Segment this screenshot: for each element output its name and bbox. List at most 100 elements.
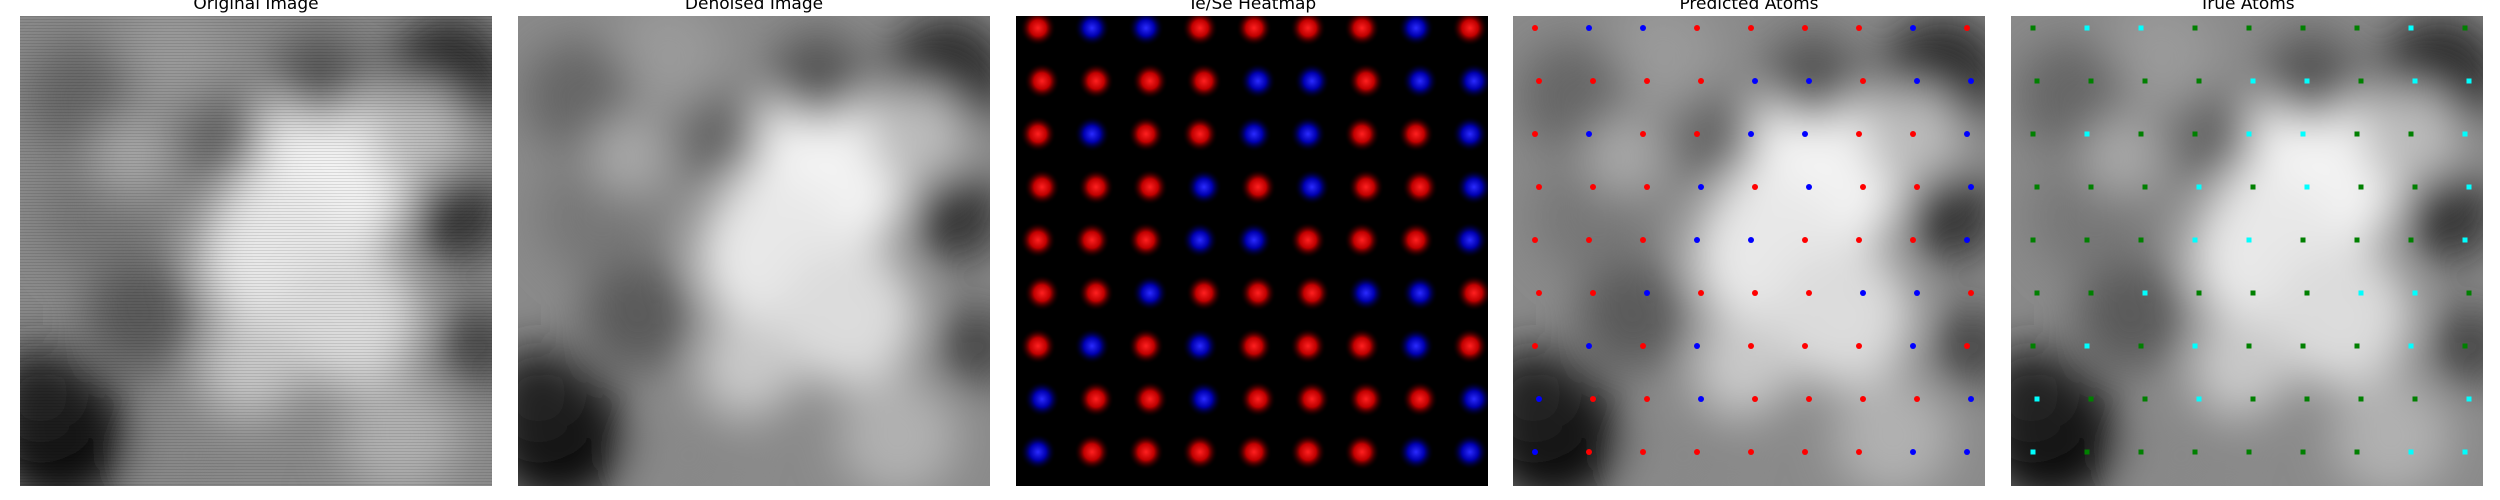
heatmap-blob (1024, 275, 1060, 311)
predicted-atom-marker (1748, 449, 1754, 455)
true-atom-marker (2358, 184, 2364, 190)
predicted-atom-marker (1694, 449, 1700, 455)
true-atom-marker (2034, 290, 2040, 296)
panel-title: Te/Se Heatmap (1187, 0, 1317, 14)
heatmap-blob (1344, 116, 1380, 152)
heatmap-blob (1186, 381, 1222, 417)
true-atom-marker (2246, 131, 2252, 137)
heatmap-blob (1348, 63, 1384, 99)
true-atom-marker (2466, 78, 2472, 84)
predicted-atom-marker (1802, 343, 1808, 349)
true-atom-marker (2354, 449, 2360, 455)
heatmap-blob (1240, 275, 1276, 311)
true-atom-marker (2354, 25, 2360, 31)
true-atom-marker (2142, 396, 2148, 402)
predicted-atom-marker (1802, 237, 1808, 243)
predicted-atom-marker (1694, 237, 1700, 243)
true-atom-marker (2138, 449, 2144, 455)
true-atom-marker (2138, 237, 2144, 243)
true-atom-marker (2246, 237, 2252, 243)
predicted-atom-marker (1694, 131, 1700, 137)
predicted-atom-marker (1590, 290, 1596, 296)
true-atom-marker (2412, 78, 2418, 84)
heatmap-blob (1402, 169, 1438, 205)
true-atom-marker (2304, 78, 2310, 84)
true-atom-marker (2088, 184, 2094, 190)
heatmap-blob (1402, 381, 1438, 417)
heatmap-blob (1024, 169, 1060, 205)
true-atom-marker (2192, 131, 2198, 137)
heatmap-blob (1128, 16, 1164, 46)
predicted-atom-marker (1748, 343, 1754, 349)
true-atom-marker (2304, 290, 2310, 296)
heatmap-blob (1294, 275, 1330, 311)
true-atom-marker (2250, 184, 2256, 190)
true-atom-marker (2462, 237, 2468, 243)
predicted-atom-marker (1748, 25, 1754, 31)
predicted-atom-marker (1532, 237, 1538, 243)
heatmap-blob (1236, 328, 1272, 364)
true-atom-marker (2462, 343, 2468, 349)
true-atom-marker (2408, 449, 2414, 455)
true-atom-marker (2088, 396, 2094, 402)
predicted-atom-marker (1910, 131, 1916, 137)
heatmap-blob (1452, 434, 1488, 470)
heatmap-blob (1456, 63, 1488, 99)
heatmap-blob (1398, 116, 1434, 152)
true-atom-marker (2030, 131, 2036, 137)
predicted-atom-marker (1640, 25, 1646, 31)
heatmap-blob (1398, 328, 1434, 364)
true-atom-marker (2304, 184, 2310, 190)
panel-title: Denoised Image (684, 0, 824, 14)
panel-denoised-image: Denoised Image (518, 0, 990, 500)
predicted-atom-marker (1914, 78, 1920, 84)
heatmap-blob (1078, 169, 1114, 205)
heatmap-blob (1290, 16, 1326, 46)
heatmap-blob (1348, 169, 1384, 205)
heatmap-blob (1452, 222, 1488, 258)
true-atom-marker (2192, 237, 2198, 243)
true-atom-marker (2192, 449, 2198, 455)
predicted-atom-marker (1968, 78, 1974, 84)
true-atom-marker (2250, 290, 2256, 296)
heatmap-blob (1078, 381, 1114, 417)
predicted-atom-marker (1914, 290, 1920, 296)
heatmap-blob (1182, 328, 1218, 364)
true-atom-marker (2088, 78, 2094, 84)
heatmap-blob (1456, 275, 1488, 311)
predicted-atom-marker (1964, 25, 1970, 31)
heatmap-blob (1402, 275, 1438, 311)
heatmap-blob (1290, 434, 1326, 470)
true-atom-marker (2412, 396, 2418, 402)
true-atom-marker (2250, 396, 2256, 402)
predicted-atom-marker (1748, 131, 1754, 137)
predicted-atom-marker (1586, 25, 1592, 31)
predicted-atom-marker (1856, 131, 1862, 137)
true-atom-marker (2030, 343, 2036, 349)
predicted-atom-marker (1910, 343, 1916, 349)
true-atom-marker (2138, 343, 2144, 349)
true-atom-marker (2196, 396, 2202, 402)
predicted-atom-marker (1914, 184, 1920, 190)
true-atom-marker (2084, 449, 2090, 455)
predicted-atom-marker (1532, 25, 1538, 31)
predicted-atom-marker (1532, 343, 1538, 349)
heatmap-blob (1186, 63, 1222, 99)
heatmap-blob (1128, 116, 1164, 152)
heatmap-blob (1344, 328, 1380, 364)
predicted-atom-marker (1802, 25, 1808, 31)
predicted-atom-marker (1536, 396, 1542, 402)
heatmap-blob (1020, 434, 1056, 470)
predicted-atom-marker (1698, 78, 1704, 84)
heatmap-blob (1344, 222, 1380, 258)
heatmap-blob (1398, 222, 1434, 258)
heatmap-blob (1182, 434, 1218, 470)
true-atom-marker (2354, 237, 2360, 243)
heatmap-blob (1074, 16, 1110, 46)
heatmap-blob (1020, 328, 1056, 364)
predicted-atoms-image (1513, 16, 1985, 486)
true-atom-marker (2196, 184, 2202, 190)
true-atom-marker (2142, 290, 2148, 296)
true-atom-marker (2246, 343, 2252, 349)
panel-true-atoms: True Atoms (2011, 0, 2483, 500)
